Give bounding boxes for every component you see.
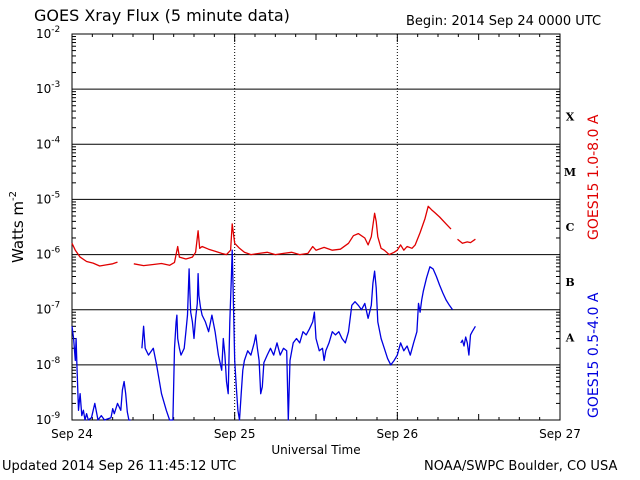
x-tick-label: Sep 24 [51, 427, 93, 441]
y-tick-label: 10-5 [36, 190, 60, 206]
updated-timestamp: Updated 2014 Sep 26 11:45:12 UTC [2, 459, 237, 474]
chart-title: GOES Xray Flux (5 minute data) [34, 6, 290, 25]
begin-time-label: Begin: 2014 Sep 24 0000 UTC [406, 14, 602, 29]
y-axis-label: Watts m-2 [8, 191, 27, 263]
series-line [71, 205, 476, 267]
flare-class-label: X [566, 111, 575, 124]
x-tick-label: Sep 25 [214, 427, 256, 441]
flare-class-label: B [565, 276, 574, 289]
flare-class-label: A [565, 331, 575, 344]
y-tick-label: 10-2 [36, 25, 60, 41]
series-line [71, 249, 476, 421]
x-tick-label: Sep 27 [539, 427, 581, 441]
series-legend-label: GOES15 1.0-8.0 A [586, 114, 602, 240]
flare-class-label: C [566, 221, 575, 234]
y-tick-label: 10-7 [36, 301, 60, 317]
y-tick-label: 10-8 [36, 356, 61, 372]
x-tick-label: Sep 26 [376, 427, 418, 441]
y-tick-label: 10-6 [36, 246, 61, 262]
credit-label: NOAA/SWPC Boulder, CO USA [424, 459, 618, 474]
flare-class-label: M [564, 166, 576, 179]
x-axis-label: Universal Time [271, 443, 360, 457]
y-tick-label: 10-9 [36, 411, 61, 427]
y-tick-label: 10-3 [36, 80, 60, 96]
series-legend-label: GOES15 0.5-4.0 A [586, 292, 602, 418]
plot-frame [71, 33, 561, 421]
y-tick-label: 10-4 [36, 135, 61, 151]
